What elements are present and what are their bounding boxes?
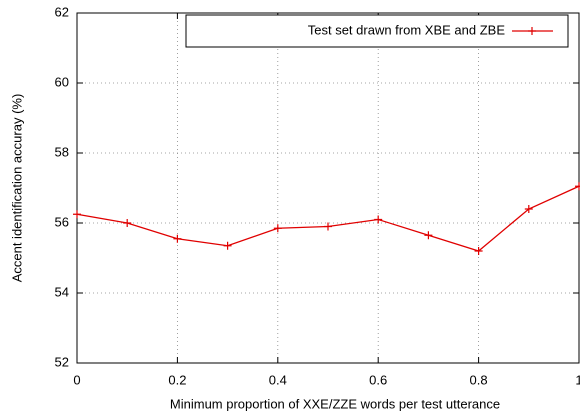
- point-marker: [123, 219, 132, 227]
- x-axis-label: Minimum proportion of XXE/ZZE words per …: [170, 396, 500, 411]
- point-marker: [324, 222, 332, 231]
- x-tick-label: 0: [73, 372, 80, 387]
- legend-box: [185, 14, 569, 48]
- y-tick-label: 58: [55, 144, 69, 159]
- point-marker: [575, 182, 580, 191]
- point-marker: [73, 210, 81, 219]
- legend-label: Test set drawn from XBE and ZBE: [308, 22, 506, 37]
- y-tick-label: 60: [55, 74, 69, 89]
- y-tick-label: 54: [55, 284, 69, 299]
- y-tick-label: 62: [55, 4, 69, 19]
- x-tick-label: 0.4: [269, 372, 287, 387]
- series-line: [76, 185, 580, 252]
- point-marker: [474, 247, 483, 255]
- y-tick-label: 56: [55, 214, 69, 229]
- plot-frame: [76, 12, 580, 364]
- point-marker: [524, 205, 533, 213]
- point-marker: [223, 241, 232, 250]
- x-tick-label: 0.2: [168, 372, 186, 387]
- x-tick-label: 1: [575, 372, 580, 387]
- y-axis-label: Accent identification accuray (%): [9, 94, 24, 283]
- x-tick-label: 0.6: [369, 372, 387, 387]
- y-tick-label: 52: [55, 354, 69, 369]
- x-tick-label: 0.8: [470, 372, 488, 387]
- point-marker: [173, 234, 182, 243]
- point-marker: [424, 231, 433, 240]
- point-marker: [374, 215, 383, 224]
- point-marker: [273, 224, 282, 233]
- legend-marker: [528, 27, 536, 35]
